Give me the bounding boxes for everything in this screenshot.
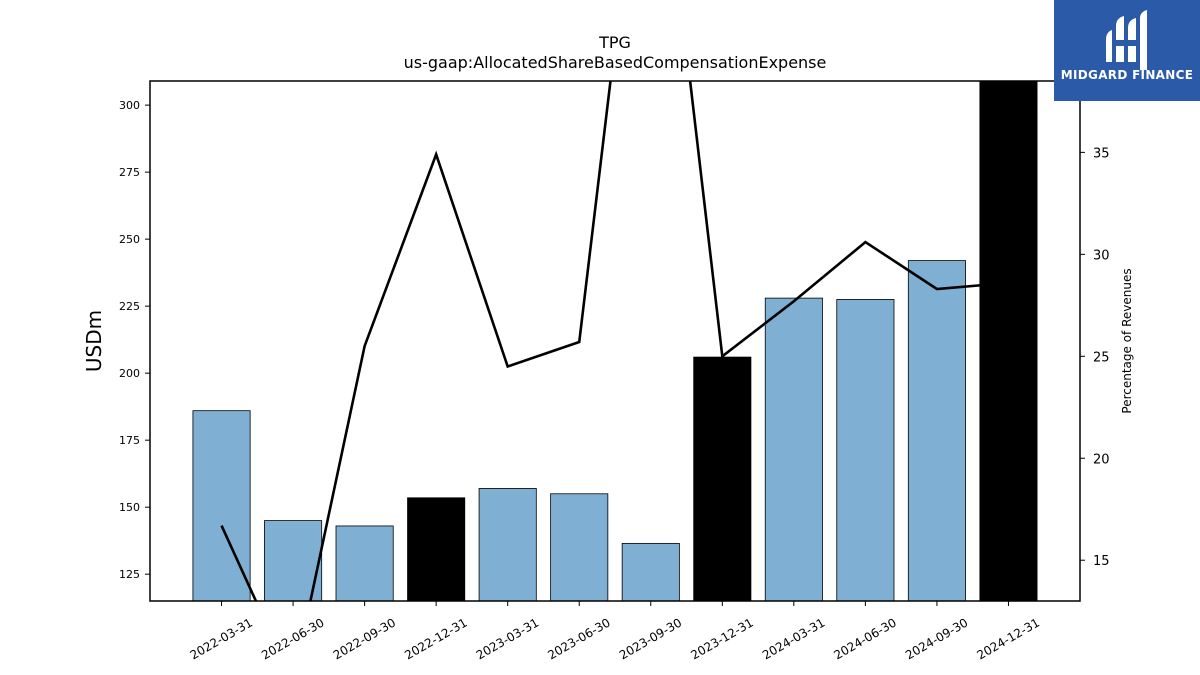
logo-text: MIDGARD FINANCE bbox=[1060, 68, 1194, 82]
bar-2023-09-30 bbox=[621, 542, 680, 601]
bar-2024-03-31 bbox=[764, 297, 823, 601]
y-tick-label: 150 bbox=[119, 501, 140, 514]
x-tick-label: 2024-12-31 bbox=[975, 615, 1042, 662]
y-tick-label: 125 bbox=[119, 568, 140, 581]
bar-2024-09-30 bbox=[907, 260, 966, 601]
bar-2024-12-31 bbox=[979, 81, 1038, 601]
y-tick-label: 275 bbox=[119, 166, 140, 179]
y-axis-label: USDm bbox=[82, 310, 106, 372]
bar-2023-12-31 bbox=[693, 356, 752, 601]
x-tick-label: 2023-12-31 bbox=[688, 615, 755, 662]
x-tick-label: 2023-03-31 bbox=[474, 615, 541, 662]
x-tick-label: 2022-06-30 bbox=[259, 615, 326, 662]
bar-2023-03-31 bbox=[478, 488, 537, 601]
y-tick-label: 300 bbox=[119, 99, 140, 112]
bar-2023-06-30 bbox=[550, 493, 609, 601]
plot-frame bbox=[149, 80, 1081, 602]
x-tick-label: 2024-09-30 bbox=[903, 615, 970, 662]
x-tick-label: 2022-12-31 bbox=[402, 615, 469, 662]
y-tick-label: 250 bbox=[119, 233, 140, 246]
chart-title: TPG bbox=[598, 33, 631, 52]
y2-tick-label: 15 bbox=[1093, 554, 1110, 569]
x-tick-label: 2023-06-30 bbox=[545, 615, 612, 662]
y2-axis-label: Percentage of Revenues bbox=[1120, 268, 1134, 413]
bar-2022-09-30 bbox=[335, 525, 394, 601]
percentage-line bbox=[220, 81, 1009, 601]
y2-tick-label: 35 bbox=[1093, 146, 1110, 161]
y-tick-label: 225 bbox=[119, 300, 140, 313]
x-tick-label: 2023-09-30 bbox=[617, 615, 684, 662]
y2-tick-label: 25 bbox=[1093, 350, 1110, 365]
x-tick-label: 2022-03-31 bbox=[188, 615, 255, 662]
y-tick-label: 200 bbox=[119, 367, 140, 380]
bar-2024-06-30 bbox=[836, 299, 895, 601]
y2-tick-label: 30 bbox=[1093, 248, 1110, 263]
chart-subtitle: us-gaap:AllocatedShareBasedCompensationE… bbox=[404, 53, 827, 72]
midgard-logo-icon bbox=[1106, 10, 1147, 70]
bar-2022-12-31 bbox=[407, 497, 466, 601]
midgard-finance-logo: MIDGARD FINANCE bbox=[1054, 0, 1200, 101]
y2-tick-label: 20 bbox=[1093, 452, 1110, 467]
x-tick-label: 2024-06-30 bbox=[831, 615, 898, 662]
y-tick-label: 175 bbox=[119, 434, 140, 447]
x-tick-label: 2022-09-30 bbox=[331, 615, 398, 662]
x-tick-label: 2024-03-31 bbox=[760, 615, 827, 662]
